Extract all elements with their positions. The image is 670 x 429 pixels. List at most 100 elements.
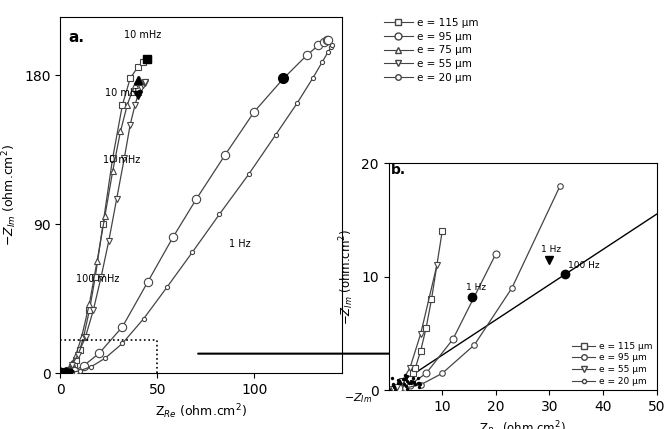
Point (414, 380, 425, 387)
Point (66, 368, 77, 375)
Point (64, 366, 75, 373)
Point (56, 366, 66, 373)
Point (64, 369, 74, 375)
Point (63, 369, 74, 376)
Text: a.: a. (68, 30, 84, 45)
Point (61, 366, 72, 373)
Point (406, 379, 417, 386)
Point (60, 367, 71, 374)
Text: 1 Hz: 1 Hz (541, 245, 561, 254)
Point (58, 368, 68, 375)
Text: 100 Hz: 100 Hz (568, 260, 600, 269)
Text: 10 mHz: 10 mHz (105, 88, 142, 98)
Point (408, 375, 419, 382)
Text: 100 mHz: 100 mHz (76, 274, 119, 284)
Point (409, 381, 420, 388)
Point (400, 375, 411, 382)
Point (58, 367, 69, 374)
Point (56, 369, 67, 376)
Point (388, 382, 399, 389)
Point (388, 384, 399, 390)
X-axis label: Z$_{Re}$ (ohm.cm$^{2}$): Z$_{Re}$ (ohm.cm$^{2}$) (479, 420, 566, 429)
Point (61, 368, 72, 375)
Point (60, 366, 71, 373)
Point (59, 368, 70, 375)
Point (390, 387, 401, 394)
Point (57, 366, 68, 373)
Point (66, 367, 77, 374)
Point (60, 369, 70, 375)
Point (55, 366, 66, 373)
Point (66, 366, 76, 373)
Point (403, 380, 414, 387)
Point (60, 369, 70, 375)
Point (409, 378, 419, 385)
Point (399, 372, 410, 378)
Point (65, 368, 76, 375)
Point (58, 367, 69, 374)
Point (61, 367, 72, 374)
Point (402, 373, 413, 380)
Point (402, 378, 413, 385)
Point (62, 367, 72, 374)
Point (61, 366, 72, 373)
Point (60, 369, 71, 376)
Point (64, 368, 74, 375)
Point (58, 368, 69, 375)
Point (387, 375, 397, 381)
Point (63, 366, 74, 373)
Point (64, 367, 74, 374)
Point (66, 369, 76, 375)
Point (58, 369, 68, 376)
Point (60, 369, 71, 376)
Point (56, 369, 67, 376)
Point (58, 370, 68, 377)
Point (401, 385, 412, 392)
Point (60, 369, 71, 376)
Point (59, 366, 70, 373)
Point (64, 369, 74, 376)
Point (63, 366, 74, 373)
Point (62, 368, 73, 375)
Text: 1 Hz: 1 Hz (466, 283, 486, 292)
Point (61, 369, 72, 376)
Point (60, 368, 70, 375)
Point (407, 379, 418, 386)
Point (415, 381, 425, 387)
Point (62, 366, 73, 373)
Legend: e = 115 µm, e = 95 µm, e = 75 µm, e = 55 µm, e = 20 µm: e = 115 µm, e = 95 µm, e = 75 µm, e = 55… (384, 18, 478, 83)
Point (401, 382, 411, 389)
Text: 10 mHz: 10 mHz (125, 30, 161, 40)
Point (56, 367, 66, 374)
Point (62, 369, 72, 376)
Point (58, 366, 69, 373)
Point (58, 367, 69, 374)
X-axis label: Z$_{Re}$ (ohm.cm$^{2}$): Z$_{Re}$ (ohm.cm$^{2}$) (155, 402, 247, 421)
Point (413, 384, 424, 391)
Point (64, 369, 75, 376)
Point (64, 366, 74, 373)
Point (55, 369, 66, 375)
Point (63, 366, 74, 373)
Point (56, 366, 67, 373)
Point (392, 380, 403, 387)
Point (62, 369, 72, 376)
Point (64, 367, 75, 374)
Point (393, 376, 403, 383)
Text: b.: b. (391, 163, 407, 177)
Point (59, 369, 70, 375)
Point (62, 367, 73, 374)
Point (61, 367, 72, 374)
Point (401, 374, 411, 381)
Text: $-Z_{Im}$: $-Z_{Im}$ (344, 391, 373, 405)
Point (59, 369, 70, 375)
Point (60, 369, 70, 376)
Point (60, 366, 71, 373)
Point (62, 368, 73, 375)
Point (397, 376, 408, 383)
Point (56, 368, 66, 375)
Point (395, 379, 405, 386)
Point (61, 368, 72, 375)
Point (66, 368, 76, 375)
Point (60, 366, 70, 373)
